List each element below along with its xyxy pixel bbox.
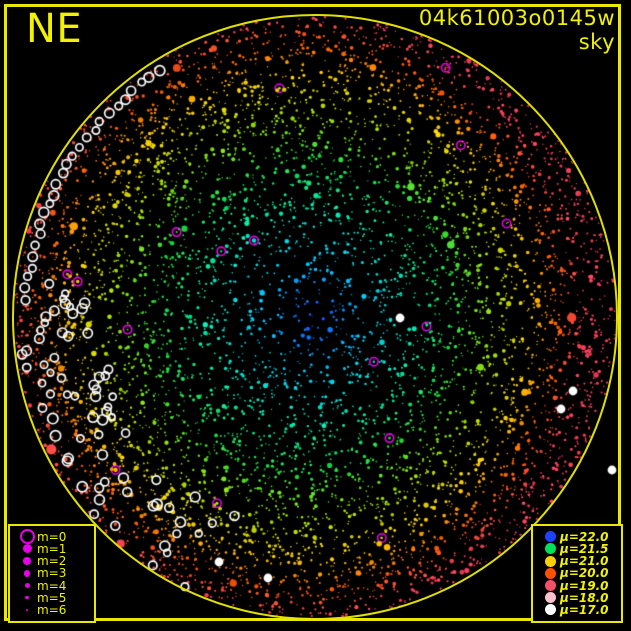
mu-legend-row: μ=22.0 xyxy=(540,531,615,543)
magnitude-legend-row: m=5 xyxy=(17,592,88,604)
field-kind-label: sky xyxy=(578,30,615,54)
mu-legend-label: μ=19.0 xyxy=(560,578,609,593)
magnitude-legend-label: m=5 xyxy=(37,590,67,605)
mu-color-swatch-0 xyxy=(540,531,560,543)
magnitude-legend-label: m=0 xyxy=(37,529,67,544)
mu-legend-row: μ=17.0 xyxy=(540,604,615,616)
magnitude-legend-row: m=0 xyxy=(17,529,88,545)
magnitude-legend-label: m=4 xyxy=(37,578,67,593)
mu-legend-label: μ=22.0 xyxy=(560,529,609,544)
magnitude-legend-row: m=6 xyxy=(17,604,88,616)
mu-color-swatch-4 xyxy=(540,580,560,592)
mu-legend-label: μ=20.0 xyxy=(560,566,609,581)
mu-legend-row: μ=20.0 xyxy=(540,567,615,579)
magnitude-legend-row: m=2 xyxy=(17,555,88,567)
surface-brightness-legend: μ=22.0 μ=21.5 μ=21.0 μ=20.0 μ=19.0 μ=18.0 μ=17… xyxy=(531,523,623,623)
field-id-label: 04k61003o0145w xyxy=(418,6,615,30)
mu-legend-row: μ=18.0 xyxy=(540,592,615,604)
magnitude-legend-row: m=3 xyxy=(17,567,88,579)
magnitude-symbol-0 xyxy=(17,529,37,545)
magnitude-legend-label: m=6 xyxy=(37,602,67,617)
magnitude-legend-row: m=4 xyxy=(17,578,88,593)
mu-legend-label: μ=18.0 xyxy=(560,590,609,605)
magnitude-legend: m=0 m=1 m=2 m=3 m=4 m=5 m=6 xyxy=(8,523,96,623)
mu-color-swatch-3 xyxy=(540,567,560,579)
magnitude-symbol-4 xyxy=(17,583,37,589)
mu-legend-label: μ=17.0 xyxy=(560,602,609,617)
magnitude-legend-label: m=1 xyxy=(37,541,67,556)
magnitude-symbol-1 xyxy=(17,544,37,554)
magnitude-legend-label: m=3 xyxy=(37,566,67,581)
mu-color-swatch-1 xyxy=(540,543,560,555)
mu-legend-row: μ=19.0 xyxy=(540,578,615,593)
mu-legend-row: μ=21.0 xyxy=(540,555,615,567)
mu-legend-label: μ=21.0 xyxy=(560,554,609,569)
mu-color-swatch-5 xyxy=(540,592,560,604)
mu-legend-row: μ=21.5 xyxy=(540,543,615,555)
magnitude-symbol-2 xyxy=(17,557,37,566)
magnitude-symbol-5 xyxy=(17,595,37,600)
mu-color-swatch-2 xyxy=(540,555,560,567)
mu-legend-label: μ=21.5 xyxy=(560,541,609,556)
orientation-label: NE xyxy=(26,6,83,52)
magnitude-legend-label: m=2 xyxy=(37,554,67,569)
magnitude-symbol-3 xyxy=(17,570,37,577)
horizon-circle xyxy=(12,14,618,620)
mu-color-swatch-6 xyxy=(540,604,560,616)
magnitude-legend-row: m=1 xyxy=(17,543,88,555)
magnitude-symbol-6 xyxy=(17,608,37,612)
